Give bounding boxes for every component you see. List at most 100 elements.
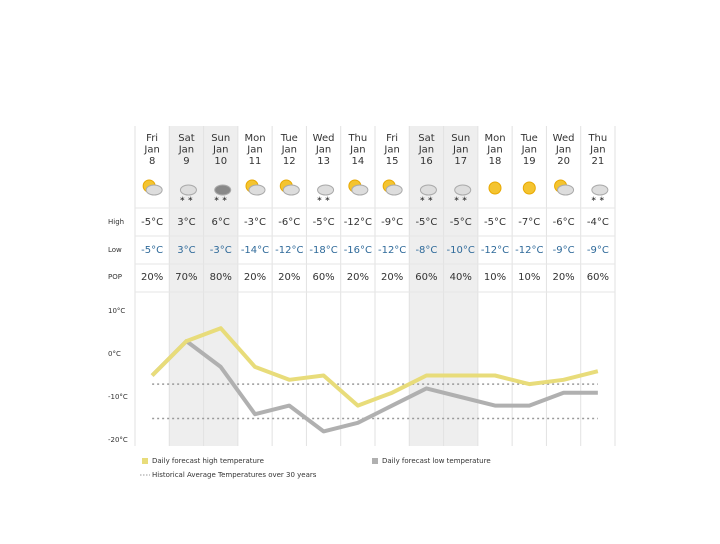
day-month: Jan: [383, 145, 399, 156]
row-label: POP: [108, 273, 122, 281]
pop: 20%: [278, 272, 300, 283]
low-temp: -12°C: [378, 245, 406, 256]
cloud-icon: [145, 184, 163, 196]
pop: 20%: [381, 272, 403, 283]
day-month: Jan: [349, 145, 365, 156]
day-dow: Tue: [280, 133, 298, 144]
cloud-icon: [282, 184, 300, 196]
cloud-icon: [454, 184, 472, 196]
day-month: Jan: [178, 145, 194, 156]
low-temp: -3°C: [210, 245, 232, 256]
high-temp: -3°C: [244, 217, 266, 228]
legend-swatch: [142, 458, 148, 464]
y-tick-label: -10°C: [108, 393, 128, 401]
cloud-icon: [351, 184, 369, 196]
precip-icon: ∗ ∗: [179, 195, 193, 203]
legend-swatch: [372, 458, 378, 464]
day-dow: Sat: [178, 133, 194, 144]
pop: 70%: [175, 272, 197, 283]
day-dow: Mon: [484, 133, 505, 144]
weekend-shade: [169, 126, 204, 446]
day-month: Jan: [521, 145, 537, 156]
day-month: Jan: [315, 145, 331, 156]
day-month: Jan: [589, 145, 605, 156]
high-temp: -9°C: [381, 217, 403, 228]
day-date: 18: [489, 156, 502, 167]
low-temp: -10°C: [447, 245, 475, 256]
pop: 60%: [312, 272, 334, 283]
high-temp: -5°C: [415, 217, 437, 228]
pop: 80%: [210, 272, 232, 283]
day-month: Jan: [143, 145, 159, 156]
cloud-icon: [317, 184, 335, 196]
cloud-icon: [385, 184, 403, 196]
day-date: 19: [523, 156, 536, 167]
day-month: Jan: [555, 145, 571, 156]
weekend-shade: [203, 126, 238, 446]
pop: 20%: [347, 272, 369, 283]
precip-icon: ∗ ∗: [214, 195, 228, 203]
high-temp: 6°C: [212, 217, 230, 228]
high-temp: -5°C: [450, 217, 472, 228]
pop: 20%: [141, 272, 163, 283]
day-dow: Fri: [386, 133, 398, 144]
y-tick-label: 0°C: [108, 350, 121, 358]
series-line: [150, 339, 598, 434]
day-dow: Tue: [520, 133, 538, 144]
day-dow: Mon: [244, 133, 265, 144]
day-dow: Sun: [211, 133, 230, 144]
legend-label: Daily forecast low temperature: [382, 457, 491, 465]
high-temp: -5°C: [313, 217, 335, 228]
low-temp: -14°C: [241, 245, 269, 256]
series-line: [150, 326, 599, 408]
low-temp: -12°C: [481, 245, 509, 256]
cloud-icon: [179, 184, 197, 196]
high-temp: -12°C: [344, 217, 372, 228]
day-dow: Thu: [587, 133, 607, 144]
low-temp: -9°C: [587, 245, 609, 256]
day-date: 12: [283, 156, 296, 167]
day-date: 21: [591, 156, 604, 167]
day-date: 9: [183, 156, 189, 167]
day-month: Jan: [246, 145, 262, 156]
pop: 60%: [415, 272, 437, 283]
sun-icon: [488, 181, 502, 195]
row-label: High: [108, 218, 124, 226]
low-temp: -16°C: [344, 245, 372, 256]
cloud-icon: [591, 184, 609, 196]
high-temp: -6°C: [278, 217, 300, 228]
precip-icon: ∗ ∗: [419, 195, 433, 203]
day-dow: Thu: [347, 133, 367, 144]
day-date: 13: [317, 156, 330, 167]
low-temp: -18°C: [309, 245, 337, 256]
day-dow: Sun: [451, 133, 470, 144]
y-tick-label: -20°C: [108, 436, 128, 444]
pop: 20%: [244, 272, 266, 283]
precip-icon: ∗ ∗: [454, 195, 468, 203]
day-month: Jan: [212, 145, 228, 156]
high-temp: -6°C: [553, 217, 575, 228]
day-month: Jan: [486, 145, 502, 156]
pop: 20%: [552, 272, 574, 283]
precip-icon: ∗ ∗: [591, 195, 605, 203]
low-temp: 3°C: [177, 245, 195, 256]
precip-icon: ∗ ∗: [317, 195, 331, 203]
low-temp: -12°C: [515, 245, 543, 256]
day-date: 14: [351, 156, 364, 167]
pop: 60%: [587, 272, 609, 283]
day-date: 15: [386, 156, 399, 167]
day-dow: Fri: [146, 133, 158, 144]
low-temp: -9°C: [553, 245, 575, 256]
row-label: Low: [108, 246, 122, 254]
day-dow: Wed: [313, 133, 335, 144]
day-date: 16: [420, 156, 433, 167]
low-temp: -5°C: [141, 245, 163, 256]
day-date: 20: [557, 156, 570, 167]
low-temp: -8°C: [415, 245, 437, 256]
day-month: Jan: [418, 145, 434, 156]
high-temp: -7°C: [518, 217, 540, 228]
high-temp: 3°C: [177, 217, 195, 228]
legend-label: Historical Average Temperatures over 30 …: [152, 471, 317, 479]
